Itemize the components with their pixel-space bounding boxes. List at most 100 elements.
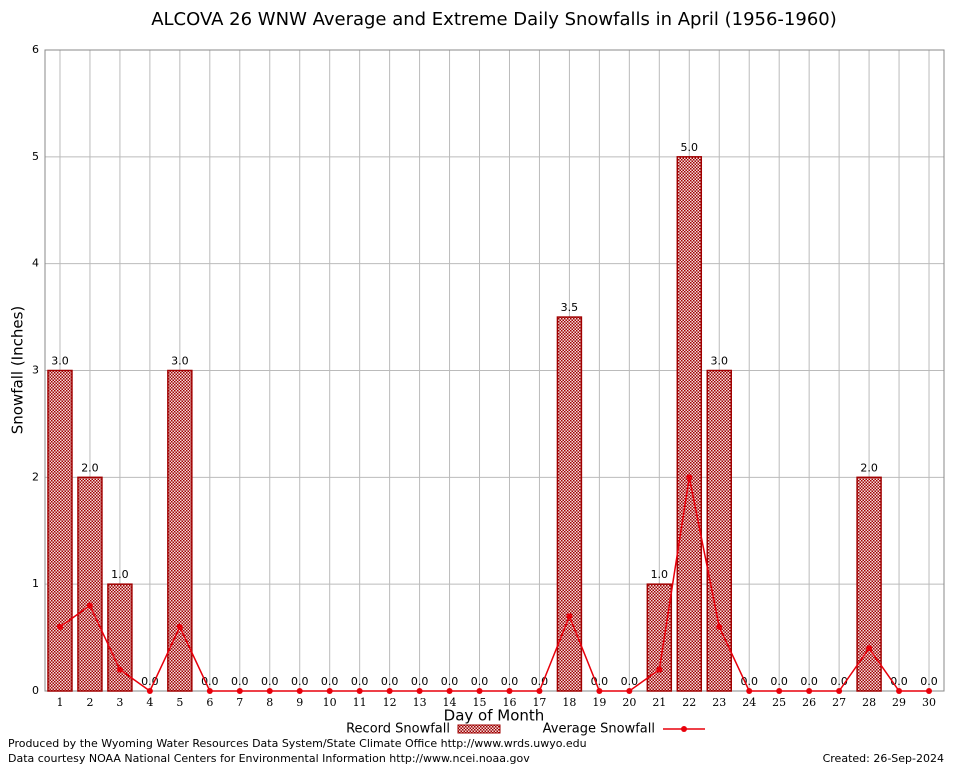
x-tick-label: 12 <box>383 696 397 709</box>
y-tick-label: 0 <box>32 684 39 697</box>
point <box>326 688 333 694</box>
point <box>206 688 213 694</box>
y-tick-label: 3 <box>32 364 39 377</box>
point <box>806 688 813 694</box>
point <box>146 688 153 694</box>
x-tick-label: 10 <box>323 696 337 709</box>
x-tick-label: 7 <box>236 696 243 709</box>
point <box>656 666 663 673</box>
x-tick-label: 20 <box>622 696 636 709</box>
x-tick-label: 17 <box>532 696 546 709</box>
x-tick-label: 9 <box>296 696 303 709</box>
bar <box>107 583 133 692</box>
point <box>896 688 903 694</box>
value-label: 0.0 <box>441 675 459 688</box>
x-tick-label: 13 <box>413 696 427 709</box>
x-tick-label: 28 <box>862 696 876 709</box>
value-label: 0.0 <box>501 675 519 688</box>
point <box>716 623 723 630</box>
value-label: 5.0 <box>681 141 699 154</box>
point <box>446 688 453 694</box>
point <box>566 613 573 620</box>
x-tick-label: 18 <box>562 696 576 709</box>
chart-title: ALCOVA 26 WNW Average and Extreme Daily … <box>151 9 837 30</box>
x-tick-label: 21 <box>652 696 666 709</box>
x-tick-label: 16 <box>502 696 516 709</box>
x-tick-label: 11 <box>353 696 367 709</box>
value-label: 0.0 <box>621 675 639 688</box>
point <box>836 688 843 694</box>
point <box>686 474 693 481</box>
value-label: 0.0 <box>920 675 938 688</box>
footer-courtesy: Data courtesy NOAA National Centers for … <box>8 752 530 765</box>
value-label: 0.0 <box>141 675 159 688</box>
value-label: 0.0 <box>291 675 309 688</box>
x-tick-label: 2 <box>86 696 93 709</box>
legend-marker <box>681 726 687 732</box>
x-tick-label: 3 <box>116 696 123 709</box>
value-label: 0.0 <box>321 675 339 688</box>
point <box>626 688 633 694</box>
footer-produced: Produced by the Wyoming Water Resources … <box>8 737 587 750</box>
x-tick-label: 19 <box>592 696 606 709</box>
bar <box>856 476 882 692</box>
value-label: 3.0 <box>51 355 69 368</box>
y-tick-label: 5 <box>32 150 39 163</box>
point <box>596 688 603 694</box>
point <box>776 688 783 694</box>
y-tick-label: 4 <box>32 257 39 270</box>
bar <box>646 583 673 692</box>
point <box>746 688 753 694</box>
footer-created: Created: 26-Sep-2024 <box>823 752 944 765</box>
point <box>296 688 303 694</box>
point <box>236 688 243 694</box>
legend-swatch <box>457 724 501 734</box>
value-label: 3.0 <box>171 355 189 368</box>
value-label: 2.0 <box>860 461 878 474</box>
x-tick-label: 26 <box>802 696 816 709</box>
point <box>866 645 873 652</box>
value-label: 0.0 <box>800 675 818 688</box>
value-label: 3.0 <box>711 355 729 368</box>
value-label: 0.0 <box>770 675 788 688</box>
bar <box>167 369 193 692</box>
value-label: 1.0 <box>651 568 669 581</box>
x-tick-label: 14 <box>443 696 457 709</box>
value-label: 0.0 <box>231 675 249 688</box>
x-tick-label: 4 <box>146 696 153 709</box>
x-tick-label: 24 <box>742 696 756 709</box>
x-tick-label: 25 <box>772 696 786 709</box>
legend-label: Record Snowfall <box>346 722 450 737</box>
point <box>86 602 93 609</box>
point <box>356 688 363 694</box>
value-label: 0.0 <box>411 675 429 688</box>
point <box>56 623 63 630</box>
point <box>506 688 513 694</box>
x-tick-label: 1 <box>56 696 63 709</box>
bar <box>77 476 103 692</box>
bar <box>676 156 703 692</box>
x-axis-label: Day of Month <box>444 707 545 725</box>
x-tick-label: 23 <box>712 696 726 709</box>
value-label: 1.0 <box>111 568 129 581</box>
x-tick-label: 6 <box>206 696 213 709</box>
point <box>476 688 483 694</box>
y-tick-label: 1 <box>32 577 39 590</box>
point <box>926 688 933 694</box>
value-label: 0.0 <box>261 675 279 688</box>
x-tick-label: 15 <box>473 696 487 709</box>
value-label: 2.0 <box>81 461 99 474</box>
point <box>386 688 393 694</box>
y-tick-label: 2 <box>32 470 39 483</box>
value-label: 0.0 <box>351 675 369 688</box>
value-label: 0.0 <box>201 675 219 688</box>
bar <box>47 369 73 692</box>
point <box>536 688 543 694</box>
y-axis-label: Snowfall (Inches) <box>9 306 27 434</box>
legend-label: Average Snowfall <box>543 722 655 737</box>
value-label: 0.0 <box>381 675 399 688</box>
point <box>176 623 183 630</box>
x-tick-label: 27 <box>832 696 846 709</box>
